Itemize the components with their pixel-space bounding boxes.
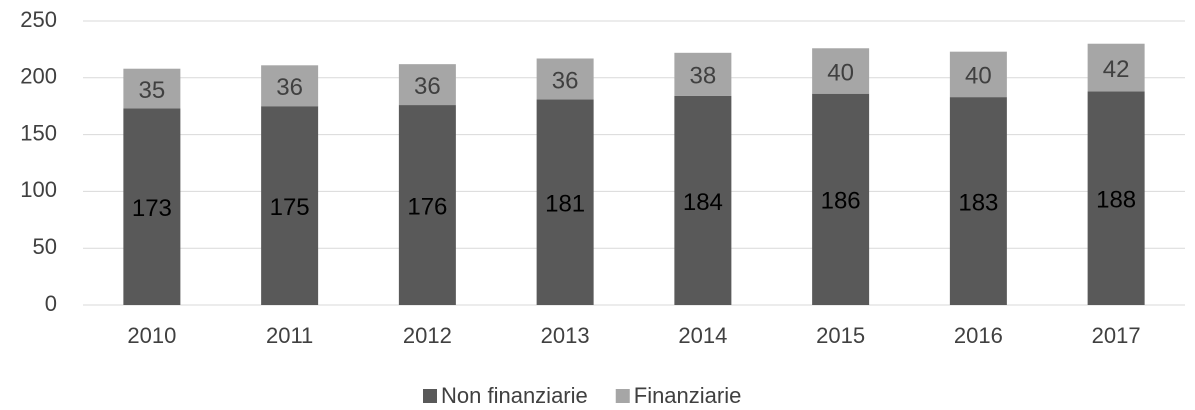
bar-segment [398, 105, 456, 306]
bar-segment [1087, 43, 1145, 92]
x-tick-label: 2010 [127, 323, 176, 348]
data-label: 36 [552, 67, 579, 94]
data-label: 186 [821, 188, 861, 215]
y-tick-label: 150 [20, 120, 57, 145]
bar-segment [949, 51, 1007, 98]
bar-segment [123, 68, 181, 109]
data-label: 35 [139, 77, 166, 104]
legend-swatch [423, 389, 437, 403]
data-label: 38 [690, 63, 717, 90]
data-label: 188 [1096, 187, 1136, 214]
bar-segment [949, 97, 1007, 305]
data-label: 42 [1103, 56, 1130, 83]
bar-segment [123, 108, 181, 305]
y-tick-label: 250 [20, 7, 57, 32]
data-label: 184 [683, 189, 723, 216]
data-label: 181 [545, 191, 585, 218]
bar-segment [812, 48, 870, 94]
x-tick-label: 2016 [954, 323, 1003, 348]
bar-segment [674, 52, 732, 96]
bar-segment [398, 64, 456, 106]
y-tick-label: 200 [20, 64, 57, 89]
bar-segment [1087, 91, 1145, 305]
data-label: 183 [958, 189, 998, 216]
data-label: 40 [827, 59, 854, 86]
data-label: 173 [132, 195, 172, 222]
x-tick-label: 2015 [816, 323, 865, 348]
x-tick-label: 2012 [403, 323, 452, 348]
bar-segment [674, 95, 732, 305]
y-tick-label: 50 [33, 234, 57, 259]
legend-label: Non finanziarie [441, 383, 588, 408]
data-label: 176 [407, 193, 447, 220]
data-label: 40 [965, 63, 992, 90]
legend-swatch [615, 389, 630, 403]
bar-segment [536, 99, 594, 305]
y-tick-label: 0 [45, 291, 57, 316]
data-label: 36 [414, 73, 441, 100]
bar-segment [261, 106, 319, 305]
y-tick-label: 100 [20, 177, 57, 202]
x-tick-label: 2011 [266, 323, 313, 348]
bar-segment [536, 58, 594, 100]
legend-label: Finanziarie [634, 383, 742, 408]
data-label: 36 [276, 74, 303, 101]
bar-segment [261, 65, 319, 107]
bar-segment [812, 93, 870, 305]
x-tick-label: 2013 [541, 323, 590, 348]
x-tick-label: 2017 [1092, 323, 1141, 348]
data-label: 175 [270, 194, 310, 221]
x-tick-label: 2014 [678, 323, 727, 348]
